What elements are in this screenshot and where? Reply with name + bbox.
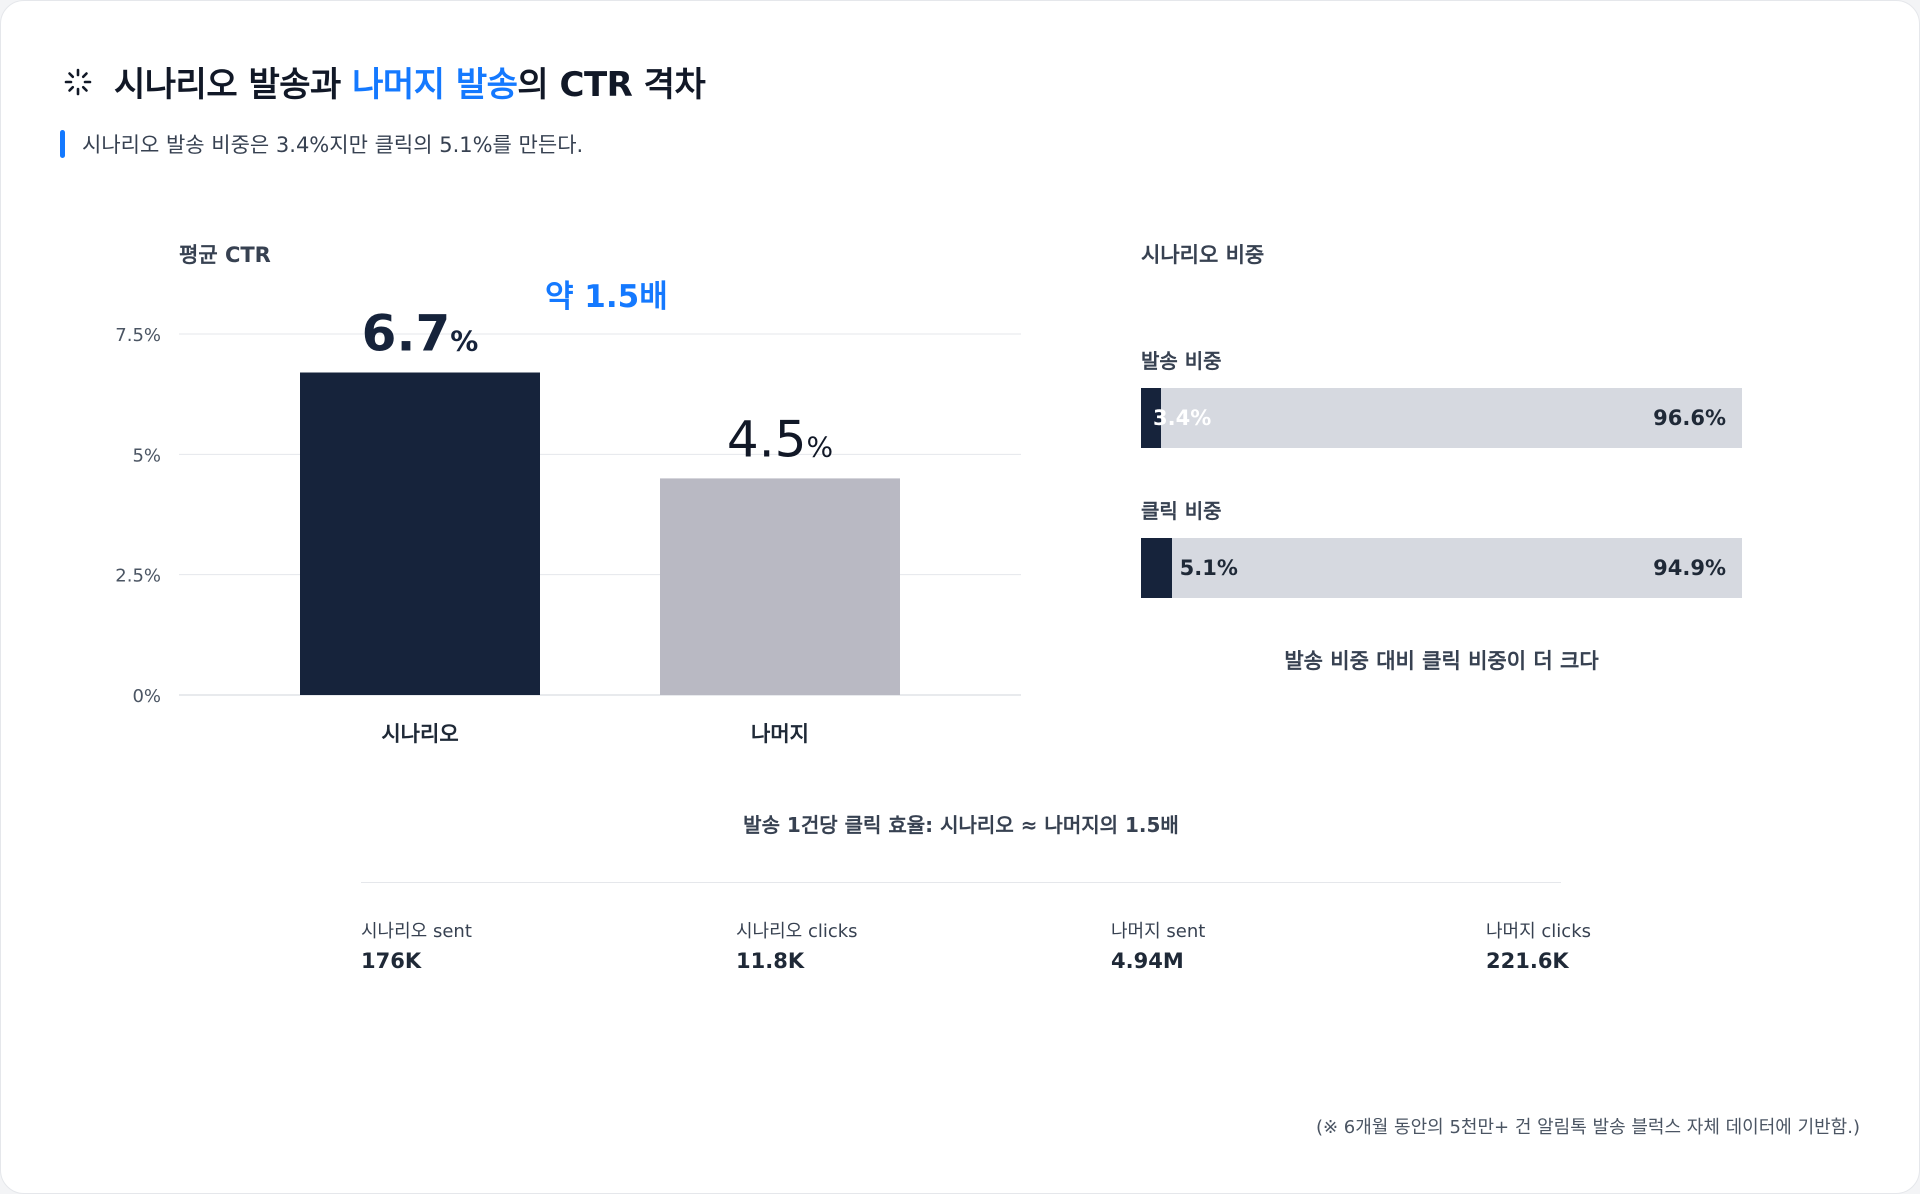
send-share-fill: [1141, 388, 1162, 448]
stat-value: 11.8K: [736, 949, 805, 973]
title-part2: 의 CTR 격차: [517, 65, 706, 105]
y-tick-label: 7.5%: [115, 325, 161, 346]
send-share-bar: 3.4% 96.6%: [1141, 388, 1742, 448]
page-title: 시나리오 발송과 나머지 발송의 CTR 격차: [114, 57, 706, 106]
footnote: (※ 6개월 동안의 5천만+ 건 알림톡 발송 블럭스 자체 데이터에 기반함…: [1315, 1117, 1860, 1138]
y-tick-label: 5%: [132, 445, 161, 466]
subtitle-accent-bar: [60, 130, 65, 158]
efficiency-note: 발송 1건당 클릭 효율: 시나리오 ≈ 나머지의 1.5배: [743, 813, 1179, 837]
stat-rest-clicks: 나머지 clicks 221.6K: [1486, 917, 1591, 973]
ctr-section-label: 평균 CTR: [179, 243, 271, 267]
stat-scenario-clicks: 시나리오 clicks 11.8K: [736, 917, 858, 973]
click-share-rest-value: 94.9%: [1653, 556, 1726, 580]
stat-scenario-sent: 시나리오 sent 176K: [361, 917, 472, 973]
y-tick-label: 2.5%: [115, 566, 161, 587]
title-highlight: 나머지 발송: [352, 65, 518, 105]
x-category-label: 시나리오: [381, 722, 458, 746]
stat-label: 나머지 sent: [1111, 921, 1206, 942]
click-share-fill: [1141, 538, 1172, 598]
divider: [361, 882, 1561, 883]
title-part1: 시나리오 발송과: [114, 65, 353, 105]
click-share-label: 클릭 비중: [1141, 499, 1222, 523]
click-share-scenario-value: 5.1%: [1179, 556, 1238, 580]
share-section-label: 시나리오 비중: [1141, 243, 1265, 267]
stat-value: 4.94M: [1111, 949, 1184, 973]
click-share-bar: 5.1% 94.9%: [1141, 538, 1742, 598]
subtitle: 시나리오 발송 비중은 3.4%지만 클릭의 5.1%를 만든다.: [82, 133, 584, 157]
y-tick-label: 0%: [132, 686, 161, 707]
share-caption: 발송 비중 대비 클릭 비중이 더 크다: [1284, 649, 1599, 673]
stat-label: 나머지 clicks: [1486, 921, 1591, 942]
stat-value: 176K: [361, 949, 422, 973]
stat-label: 시나리오 sent: [361, 921, 472, 942]
bar-scenario: [300, 372, 540, 695]
send-share-scenario-value: 3.4%: [1153, 406, 1212, 430]
send-share-label: 발송 비중: [1141, 349, 1222, 373]
x-category-label: 나머지: [751, 722, 809, 746]
bar-value-label: 4.5%: [727, 410, 833, 468]
multiplier-annotation: 약 1.5배: [545, 279, 668, 315]
loader-icon: [64, 68, 92, 96]
bar-value-label: 6.7%: [362, 305, 479, 363]
ctr-bar-chart: 0% 2.5% 5% 7.5% 6.7% 시나리오 4.5% 나머지: [115, 305, 1021, 746]
bar-rest: [660, 478, 900, 695]
stat-value: 221.6K: [1486, 949, 1569, 973]
stat-label: 시나리오 clicks: [736, 921, 858, 942]
send-share-rest-value: 96.6%: [1653, 406, 1726, 430]
stat-rest-sent: 나머지 sent 4.94M: [1111, 917, 1205, 973]
